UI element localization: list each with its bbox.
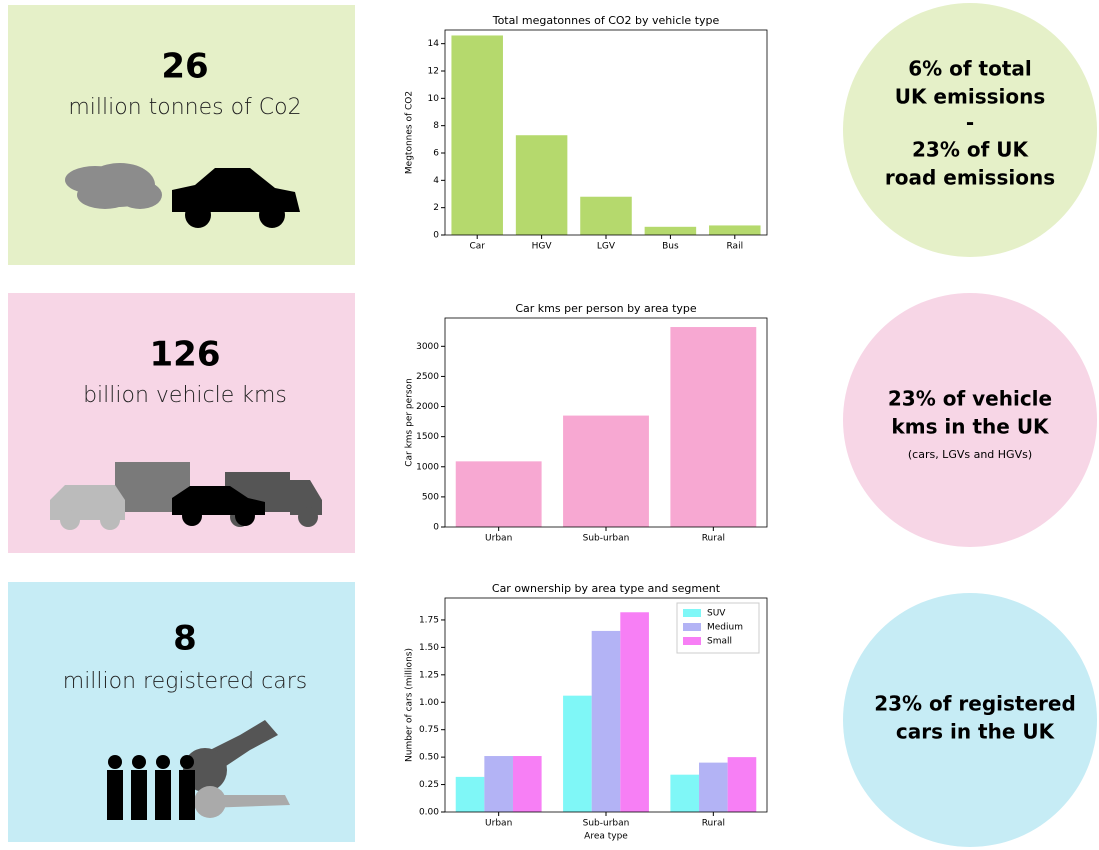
y-tick-label: 500 (422, 492, 439, 502)
bar (699, 762, 728, 812)
chart-title: Car kms per person by area type (515, 302, 697, 315)
y-tick-label: 0.75 (419, 725, 439, 735)
circle-text: - (966, 111, 974, 135)
bar (484, 756, 513, 812)
bar (580, 196, 632, 235)
y-tick-label: 3000 (416, 342, 439, 352)
bar (670, 774, 700, 812)
y-axis-label: Megtonnes of CO2 (405, 91, 415, 174)
y-tick-label: 1.75 (419, 615, 439, 625)
y-tick-label: 2000 (416, 402, 439, 412)
legend-swatch (683, 637, 701, 645)
circle-text: 23% of vehicle (888, 387, 1052, 411)
y-tick-label: 2500 (416, 372, 439, 382)
y-tick-label: 1500 (416, 432, 439, 442)
big-number: 8 (173, 619, 197, 659)
x-tick-label: Sub-urban (583, 534, 630, 544)
big-number: 126 (150, 335, 221, 375)
panel-text: million registered cars (63, 669, 307, 694)
bar (670, 327, 757, 527)
x-tick-label: Sub-urban (583, 819, 630, 829)
y-tick-label: 0.25 (419, 780, 439, 790)
legend-label: SUV (707, 609, 726, 619)
keys-icon (107, 720, 290, 820)
circle-text: road emissions (885, 166, 1055, 190)
circle-text: UK emissions (895, 85, 1046, 109)
y-axis-label: Number of cars (millions) (405, 648, 415, 762)
x-axis-label: Area type (584, 832, 628, 842)
circle-note: (cars, LGVs and HGVs) (908, 448, 1032, 461)
x-tick-label: Rural (702, 534, 725, 544)
x-tick-label: Rail (727, 242, 744, 252)
x-tick-label: Car (469, 242, 485, 252)
y-tick-label: 6 (433, 149, 439, 159)
bar (620, 612, 649, 812)
circle-text: cars in the UK (896, 720, 1056, 744)
y-tick-label: 12 (428, 67, 439, 77)
bar (563, 415, 649, 527)
legend-label: Small (707, 637, 732, 647)
y-tick-label: 8 (433, 121, 439, 131)
big-number: 26 (161, 47, 208, 87)
legend-swatch (683, 609, 701, 617)
plot-frame (444, 317, 768, 528)
bar (644, 226, 697, 235)
circle-bg (843, 293, 1097, 547)
bar (455, 461, 542, 527)
bar (451, 35, 503, 235)
circle-text: 23% of registered (874, 692, 1076, 716)
bar (455, 776, 485, 812)
plot-frame (444, 29, 768, 236)
y-tick-label: 1.25 (419, 670, 439, 680)
panel-bg (8, 5, 355, 265)
x-tick-label: HGV (532, 242, 553, 252)
bar (563, 695, 592, 812)
y-axis-label: Car kms per person (405, 378, 415, 467)
y-tick-label: 2 (433, 203, 439, 213)
x-tick-label: Rural (702, 819, 725, 829)
y-tick-label: 0.00 (419, 808, 439, 818)
x-tick-label: Urban (485, 534, 512, 544)
x-tick-label: Bus (662, 242, 679, 252)
legend-label: Medium (707, 623, 743, 633)
y-tick-label: 1.00 (419, 698, 439, 708)
circle-text: kms in the UK (891, 415, 1050, 439)
bar (515, 135, 568, 235)
car-icon (172, 168, 300, 228)
bar (727, 757, 757, 812)
y-tick-label: 0 (433, 523, 439, 533)
x-tick-label: Urban (485, 819, 512, 829)
y-tick-label: 14 (428, 39, 440, 49)
plot-frame (444, 597, 768, 813)
panel-text: billion vehicle kms (83, 383, 287, 408)
y-tick-label: 4 (433, 176, 439, 186)
panel-text: million tonnes of Co2 (68, 95, 301, 120)
bar (591, 630, 621, 812)
y-tick-label: 1.50 (419, 643, 439, 653)
cloud-icon (65, 163, 162, 209)
circle-text: 6% of total (908, 57, 1032, 81)
legend-swatch (683, 623, 701, 631)
circle-text: 23% of UK (912, 138, 1029, 162)
bar (512, 756, 542, 812)
circle-bg (843, 3, 1097, 257)
chart-title: Total megatonnes of CO2 by vehicle type (492, 14, 720, 27)
y-tick-label: 0 (433, 231, 439, 241)
y-tick-label: 0.50 (419, 753, 439, 763)
circle-bg (843, 593, 1097, 847)
y-tick-label: 10 (428, 94, 440, 104)
vehicles-icon (50, 462, 322, 530)
chart-title: Car ownership by area type and segment (492, 582, 721, 595)
bar (709, 225, 761, 235)
y-tick-label: 1000 (416, 462, 439, 472)
x-tick-label: LGV (597, 242, 616, 252)
